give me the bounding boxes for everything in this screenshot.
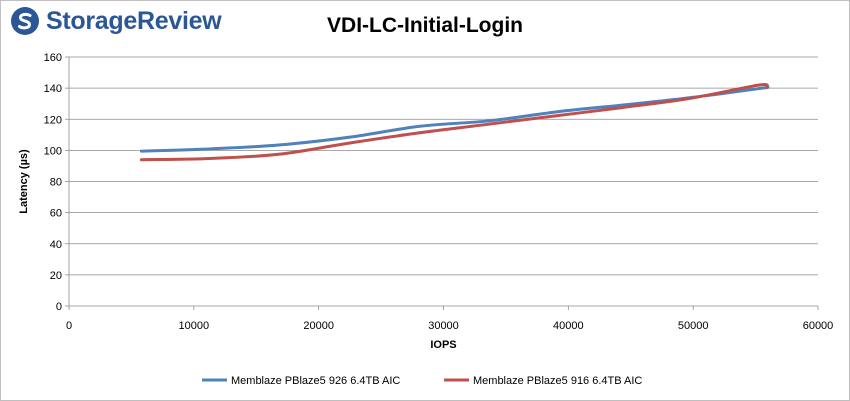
gridlines: [69, 56, 818, 276]
y-tick-label: 100: [44, 145, 62, 157]
series-line-2: [139, 83, 769, 162]
y-tick-label: 160: [44, 52, 62, 64]
y-tick-label: 140: [44, 83, 62, 95]
storagereview-logo: StorageReview: [10, 6, 222, 36]
y-tick-label: 20: [50, 270, 62, 282]
x-axis-ticks: 0 10000 20000 30000 40000 50000 60000: [66, 306, 833, 332]
x-axis-title: IOPS: [430, 339, 456, 351]
x-tick-label: 0: [66, 320, 72, 332]
x-tick-label: 30000: [428, 320, 459, 332]
y-tick-label: 60: [50, 208, 62, 220]
y-axis-title: Latency (µs): [18, 149, 30, 214]
x-tick-label: 10000: [179, 320, 210, 332]
x-tick-label: 60000: [803, 320, 834, 332]
y-tick-label: 80: [50, 177, 62, 189]
y-tick-label: 40: [50, 239, 62, 251]
storagereview-logo-icon: [11, 7, 39, 35]
x-tick-label: 40000: [553, 320, 584, 332]
x-tick-label: 50000: [678, 320, 709, 332]
brand-name: StorageReview: [46, 6, 222, 35]
legend-label-2: Memblaze PBlaze5 916 6.4TB AIC: [473, 375, 642, 387]
legend: Memblaze PBlaze5 926 6.4TB AIC Memblaze P…: [202, 375, 642, 387]
x-tick-label: 20000: [303, 320, 334, 332]
chart-title: VDI-LC-Initial-Login: [327, 14, 523, 37]
series-lines: [139, 83, 770, 162]
y-axis-ticks: 0 20 40 60 80 100 120 140 160: [44, 52, 69, 313]
y-tick-label: 120: [44, 114, 62, 126]
y-tick-label: 0: [56, 301, 62, 313]
series-line-1: [139, 85, 770, 153]
legend-label-1: Memblaze PBlaze5 926 6.4TB AIC: [231, 375, 400, 387]
